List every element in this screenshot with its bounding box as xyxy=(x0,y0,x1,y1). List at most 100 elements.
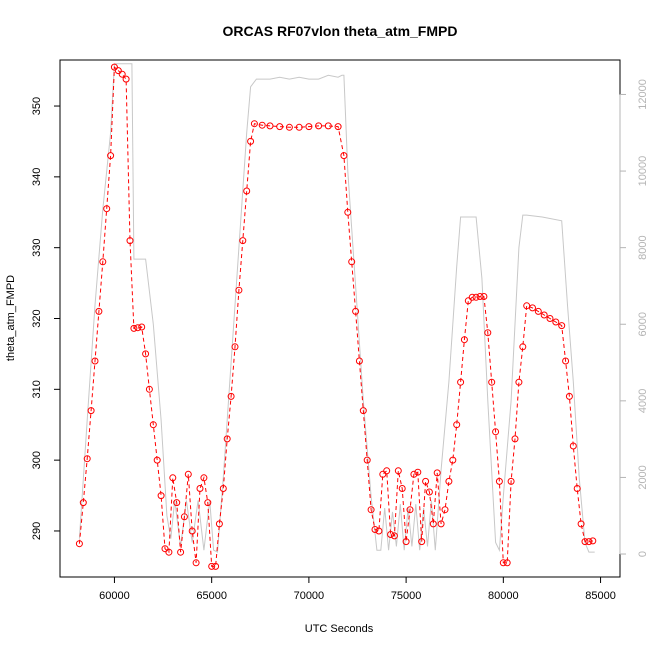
data-point xyxy=(418,538,426,546)
x-tick-label: 85000 xyxy=(585,590,616,602)
data-point xyxy=(529,304,536,312)
data-point xyxy=(387,531,395,538)
data-point xyxy=(188,527,196,535)
data-point xyxy=(153,456,161,464)
data-point xyxy=(145,385,153,393)
data-point xyxy=(495,477,503,485)
x-tick-label: 65000 xyxy=(196,590,227,602)
data-point xyxy=(503,559,511,567)
data-point xyxy=(138,323,146,331)
data-point xyxy=(569,442,577,450)
data-point xyxy=(565,392,573,400)
data-point xyxy=(410,470,418,478)
data-point xyxy=(437,520,445,528)
y-axis: 290 300 310 320 330 340 350 xyxy=(31,97,61,540)
data-point xyxy=(103,205,111,213)
x-tick-label: 80000 xyxy=(488,590,519,602)
data-point xyxy=(375,527,383,535)
data-point xyxy=(488,378,496,386)
data-point xyxy=(250,120,258,128)
y2-tick-label: 8000 xyxy=(637,235,649,259)
data-point xyxy=(110,63,118,71)
data-point xyxy=(157,492,165,500)
primary-series-line xyxy=(78,66,593,567)
data-point xyxy=(142,350,150,358)
y-axis-label: theta_atm_FMPD xyxy=(5,275,17,361)
data-point xyxy=(480,293,488,300)
data-point xyxy=(589,537,597,545)
data-point xyxy=(577,520,585,528)
data-point xyxy=(394,467,402,475)
data-point xyxy=(219,485,227,492)
data-point xyxy=(231,343,239,351)
data-point xyxy=(515,378,523,386)
data-point xyxy=(534,307,542,315)
data-point xyxy=(460,336,468,344)
data-point xyxy=(305,123,313,131)
y-tick-label: 350 xyxy=(31,97,43,115)
data-point xyxy=(95,307,103,315)
x-axis: 60000 65000 70000 75000 80000 85000 xyxy=(99,576,616,602)
data-point xyxy=(212,562,220,570)
data-point xyxy=(118,70,126,78)
data-point xyxy=(445,477,453,485)
data-point xyxy=(507,477,515,485)
data-point xyxy=(200,474,208,482)
y-tick-label: 330 xyxy=(31,238,43,256)
data-point xyxy=(371,526,379,533)
data-point xyxy=(173,499,181,507)
y-tick-label: 300 xyxy=(31,451,43,469)
data-point xyxy=(75,540,83,548)
data-point xyxy=(449,456,457,464)
data-point xyxy=(383,467,391,475)
data-point xyxy=(552,318,560,326)
y2-axis: 0 2000 4000 6000 8000 10000 12000 xyxy=(619,79,649,557)
data-point xyxy=(134,324,142,332)
data-point xyxy=(492,428,500,436)
data-point xyxy=(344,208,352,216)
data-point xyxy=(79,499,87,507)
data-point xyxy=(223,435,231,443)
y2-tick-label: 6000 xyxy=(637,312,649,336)
data-point xyxy=(295,123,303,131)
data-point xyxy=(99,258,107,266)
data-point xyxy=(499,559,507,567)
data-point xyxy=(184,470,192,478)
x-tick-label: 70000 xyxy=(294,590,325,602)
data-point xyxy=(91,357,99,365)
data-point xyxy=(161,545,169,553)
data-point xyxy=(390,532,398,540)
x-tick-label: 60000 xyxy=(99,590,130,602)
data-point xyxy=(472,293,480,301)
data-point xyxy=(457,378,465,386)
data-point xyxy=(425,488,433,496)
data-point xyxy=(352,307,360,315)
data-point xyxy=(130,324,138,332)
data-point xyxy=(464,297,472,305)
y2-tick-label: 0 xyxy=(637,551,649,557)
data-point xyxy=(235,286,243,294)
y2-tick-label: 4000 xyxy=(637,389,649,413)
data-point xyxy=(149,421,157,429)
data-point xyxy=(114,67,122,75)
data-point xyxy=(243,187,251,195)
data-point xyxy=(180,513,188,521)
data-point xyxy=(276,123,284,131)
data-point xyxy=(87,407,95,415)
data-point xyxy=(285,123,293,131)
data-point xyxy=(122,75,130,83)
data-point xyxy=(468,293,476,301)
data-point xyxy=(239,237,247,245)
data-point xyxy=(581,538,589,546)
data-point xyxy=(433,469,441,477)
data-point xyxy=(266,122,274,130)
data-point xyxy=(573,485,581,492)
y-tick-label: 290 xyxy=(31,522,43,540)
data-point xyxy=(562,357,570,365)
data-point xyxy=(208,562,216,570)
data-point xyxy=(258,121,266,129)
data-point xyxy=(107,152,115,160)
data-point xyxy=(484,329,492,337)
